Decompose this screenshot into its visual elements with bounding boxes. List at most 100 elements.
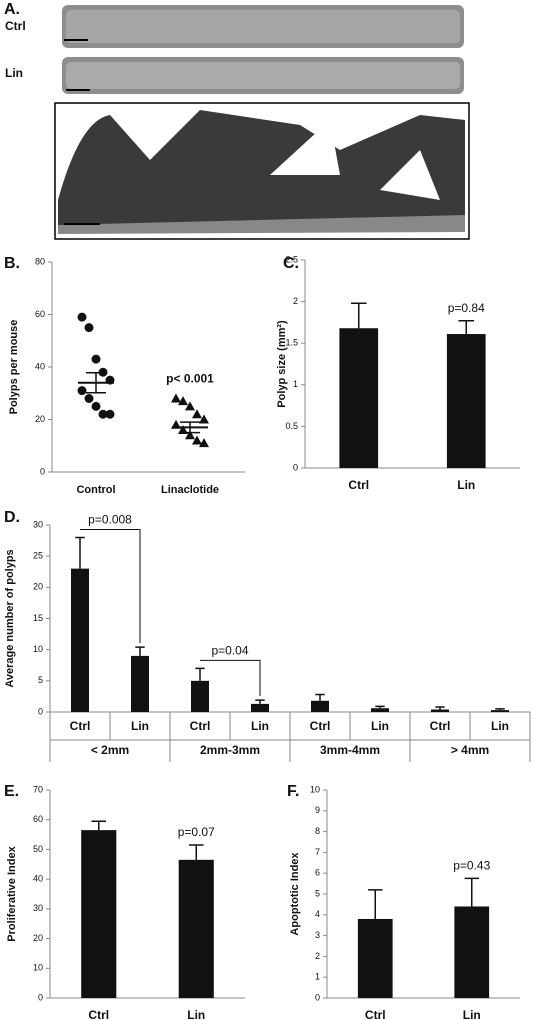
y-tick-label: 3 [315, 930, 320, 940]
error-bar [368, 889, 383, 919]
y-tick-label: 10 [310, 784, 320, 794]
y-tick-label: 2 [315, 951, 320, 961]
error-bar [350, 302, 367, 329]
y-tick-label: 4 [315, 909, 320, 919]
x-tick-label: Ctrl [310, 719, 331, 733]
data-point [185, 401, 195, 411]
group-label: 3mm-4mm [320, 743, 380, 757]
y-tick-label: 40 [33, 874, 43, 884]
bar [311, 700, 329, 712]
y-tick-label: 5 [38, 675, 43, 685]
x-tick-label: Lin [371, 719, 389, 733]
data-point [178, 396, 188, 406]
data-point [84, 323, 94, 333]
y-tick-label: 30 [33, 903, 43, 913]
bracket [200, 659, 261, 697]
y-tick-label: 10 [33, 963, 43, 973]
error-bar [188, 844, 204, 860]
y-tick-label: 2.5 [285, 254, 298, 264]
bar [491, 710, 509, 712]
panel-label: A. [4, 1, 20, 18]
y-tick-label: 50 [33, 844, 43, 854]
y-tick-label: 6 [315, 868, 320, 878]
bar [178, 859, 214, 998]
y-axis-label: Average number of polyps [4, 549, 16, 687]
x-tick-label: Lin [131, 719, 149, 733]
bar [131, 655, 149, 712]
y-tick-label: 0 [40, 466, 45, 476]
error-bar [135, 646, 145, 656]
annotation: p< 0.001 [166, 372, 214, 386]
x-tick-label: Ctrl [70, 719, 91, 733]
data-point [91, 354, 101, 364]
y-tick-label: 0 [293, 462, 298, 472]
annotation: p=0.43 [453, 859, 490, 873]
y-tick-label: 0 [38, 706, 43, 716]
data-point [98, 409, 108, 419]
annotation: p=0.04 [211, 644, 248, 658]
y-tick-label: 5 [315, 888, 320, 898]
error-bar [91, 820, 107, 831]
error-bar [86, 372, 106, 394]
data-point [192, 409, 202, 419]
y-tick-label: 1 [315, 972, 320, 982]
bar [81, 830, 117, 998]
error-bar [195, 667, 205, 681]
y-tick-label: 40 [35, 361, 45, 371]
data-point [91, 401, 101, 411]
error-bar [435, 706, 445, 710]
data-point [77, 312, 87, 322]
error-bar [464, 877, 479, 907]
x-tick-label: Lin [491, 719, 509, 733]
row-label: Ctrl [5, 19, 26, 33]
error-bar [458, 319, 475, 335]
y-tick-label: 1.5 [285, 338, 298, 348]
y-tick-label: 8 [315, 826, 320, 836]
x-tick-label: Ctrl [348, 478, 369, 492]
group-label: > 4mm [451, 743, 489, 757]
panel-label: B. [4, 255, 20, 272]
x-tick-label: Lin [457, 478, 475, 492]
y-tick-label: 2 [293, 296, 298, 306]
bar [371, 708, 389, 712]
x-tick-label: Ctrl [190, 719, 211, 733]
error-bar [315, 693, 325, 701]
bar [446, 334, 486, 468]
group-label: 2mm-3mm [200, 743, 260, 757]
error-bar [255, 699, 265, 704]
y-tick-label: 0 [38, 992, 43, 1002]
y-tick-label: 60 [35, 309, 45, 319]
y-tick-label: 9 [315, 805, 320, 815]
data-point [105, 409, 115, 419]
error-bar [75, 536, 85, 569]
bar [357, 918, 393, 998]
y-tick-label: 80 [35, 256, 45, 266]
panel-label: C. [283, 255, 299, 272]
y-tick-label: 10 [33, 644, 43, 654]
bracket [80, 528, 141, 644]
error-bar [180, 421, 200, 434]
x-tick-label: Lin [187, 1008, 205, 1020]
bar [431, 709, 449, 712]
data-point [84, 394, 94, 403]
panel-label: D. [4, 509, 20, 526]
y-tick-label: 20 [33, 582, 43, 592]
annotation: p=0.07 [178, 825, 215, 839]
data-point [199, 414, 209, 424]
bar [339, 328, 379, 468]
y-tick-label: 1 [293, 379, 298, 389]
bar [71, 568, 89, 712]
data-point [178, 425, 188, 434]
y-tick-label: 70 [33, 784, 43, 794]
panel-label: F. [287, 783, 299, 800]
error-bar [375, 705, 385, 709]
x-tick-label: Linaclotide [161, 484, 219, 496]
error-bar [495, 708, 505, 711]
x-tick-label: Lin [251, 719, 269, 733]
annotation: p=0.008 [88, 513, 132, 527]
x-tick-label: Control [76, 484, 115, 496]
x-tick-label: Ctrl [88, 1008, 109, 1020]
y-axis-label: Polyp size (mm²) [276, 320, 288, 408]
